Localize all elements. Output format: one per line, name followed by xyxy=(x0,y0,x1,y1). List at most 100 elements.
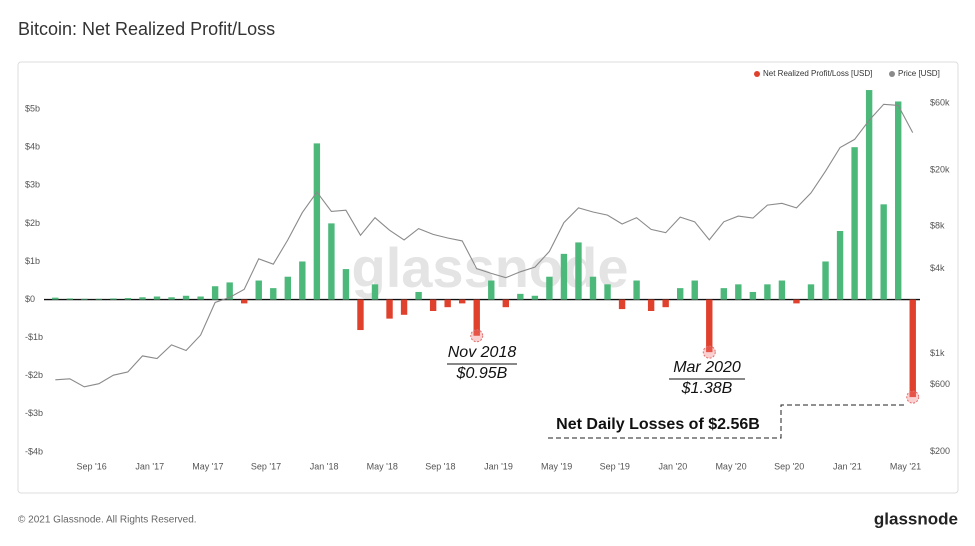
bar xyxy=(691,280,698,300)
x-tick-label: Sep '18 xyxy=(425,461,455,471)
bar xyxy=(328,223,335,300)
bar xyxy=(255,280,262,300)
x-tick-label: Sep '17 xyxy=(251,461,281,471)
y2-tick-label: $4k xyxy=(930,263,945,273)
x-tick-label: Jan '17 xyxy=(135,461,164,471)
annotation: Net Daily Losses of $2.56B xyxy=(556,416,760,433)
bar xyxy=(270,288,277,300)
x-tick-label: May '17 xyxy=(192,461,223,471)
bar xyxy=(822,261,829,300)
y2-tick-label: $200 xyxy=(930,446,950,456)
bar xyxy=(793,299,800,304)
bar xyxy=(560,253,568,300)
legend-label: Net Realized Profit/Loss [USD] xyxy=(763,69,872,78)
bar xyxy=(618,299,626,310)
y-tick-label: $3b xyxy=(25,180,40,190)
bar xyxy=(444,299,451,308)
y-tick-label: $2b xyxy=(25,218,40,228)
bar xyxy=(749,291,757,300)
bar xyxy=(313,143,321,300)
y-tick-label: $0 xyxy=(25,294,35,304)
highlight xyxy=(470,329,484,343)
x-tick-label: May '20 xyxy=(715,461,746,471)
x-tick-label: Jan '19 xyxy=(484,461,513,471)
annotation: $1.38B xyxy=(681,380,733,397)
x-tick-label: May '18 xyxy=(367,461,398,471)
x-tick-label: Jan '21 xyxy=(833,461,862,471)
bar xyxy=(575,242,582,300)
bar xyxy=(371,284,379,300)
bar xyxy=(386,299,393,319)
bar xyxy=(342,269,350,300)
annotation: $0.95B xyxy=(456,365,508,382)
bar xyxy=(531,295,539,300)
y2-tick-label: $60k xyxy=(930,97,950,107)
bar xyxy=(153,296,161,300)
bar xyxy=(357,299,364,331)
y-tick-label: $1b xyxy=(25,256,40,266)
bar xyxy=(502,299,509,308)
y-tick-label: -$3b xyxy=(25,408,43,418)
y-tick-label: $5b xyxy=(25,103,40,113)
bar xyxy=(647,299,655,311)
bar xyxy=(182,295,190,300)
y-tick-label: $4b xyxy=(25,142,40,152)
bar xyxy=(517,293,524,300)
bar xyxy=(81,298,88,300)
bar xyxy=(851,147,858,300)
bar xyxy=(139,297,146,300)
x-tick-label: Sep '19 xyxy=(600,461,630,471)
bar xyxy=(735,284,742,300)
bar xyxy=(764,284,771,300)
bar xyxy=(720,288,727,300)
legend-swatch xyxy=(754,71,760,77)
bar xyxy=(909,299,916,398)
bar xyxy=(865,90,873,300)
y-tick-label: -$4b xyxy=(25,446,43,456)
bar xyxy=(400,299,408,315)
bar xyxy=(211,286,219,300)
bar xyxy=(807,284,815,300)
bar xyxy=(546,276,553,300)
y2-tick-label: $1k xyxy=(930,348,945,358)
bar xyxy=(299,261,306,300)
copyright: © 2021 Glassnode. All Rights Reserved. xyxy=(18,515,197,526)
bar xyxy=(95,298,103,300)
bar xyxy=(168,297,175,300)
chart-frame xyxy=(17,61,959,494)
bar xyxy=(836,231,844,300)
bar xyxy=(66,298,73,300)
bar xyxy=(197,296,204,300)
bar xyxy=(124,298,132,300)
logo: glassnode xyxy=(874,509,958,528)
bar xyxy=(778,280,786,300)
legend-label: Price [USD] xyxy=(898,69,940,78)
bar xyxy=(429,299,437,311)
bar xyxy=(880,204,887,300)
bar xyxy=(459,299,466,304)
bar xyxy=(226,282,233,300)
bar xyxy=(52,297,59,300)
x-tick-label: Sep '20 xyxy=(774,461,804,471)
annotation: Nov 2018 xyxy=(448,344,517,361)
bar xyxy=(415,291,422,300)
x-tick-label: Jan '20 xyxy=(659,461,688,471)
y2-tick-label: $20k xyxy=(930,165,950,175)
annotation-leader xyxy=(548,404,906,439)
bar xyxy=(589,276,597,300)
bar xyxy=(895,101,902,300)
bar xyxy=(604,284,611,300)
annotation: Mar 2020 xyxy=(673,359,741,376)
bar xyxy=(241,299,248,304)
y-tick-label: -$2b xyxy=(25,370,43,380)
bar xyxy=(706,299,713,353)
x-tick-label: May '19 xyxy=(541,461,572,471)
y2-tick-label: $8k xyxy=(930,221,945,231)
highlight xyxy=(702,345,716,359)
legend-swatch xyxy=(889,71,895,77)
x-tick-label: May '21 xyxy=(890,461,921,471)
bar xyxy=(633,280,640,300)
price-line xyxy=(55,103,914,388)
y2-tick-label: $600 xyxy=(930,379,950,389)
